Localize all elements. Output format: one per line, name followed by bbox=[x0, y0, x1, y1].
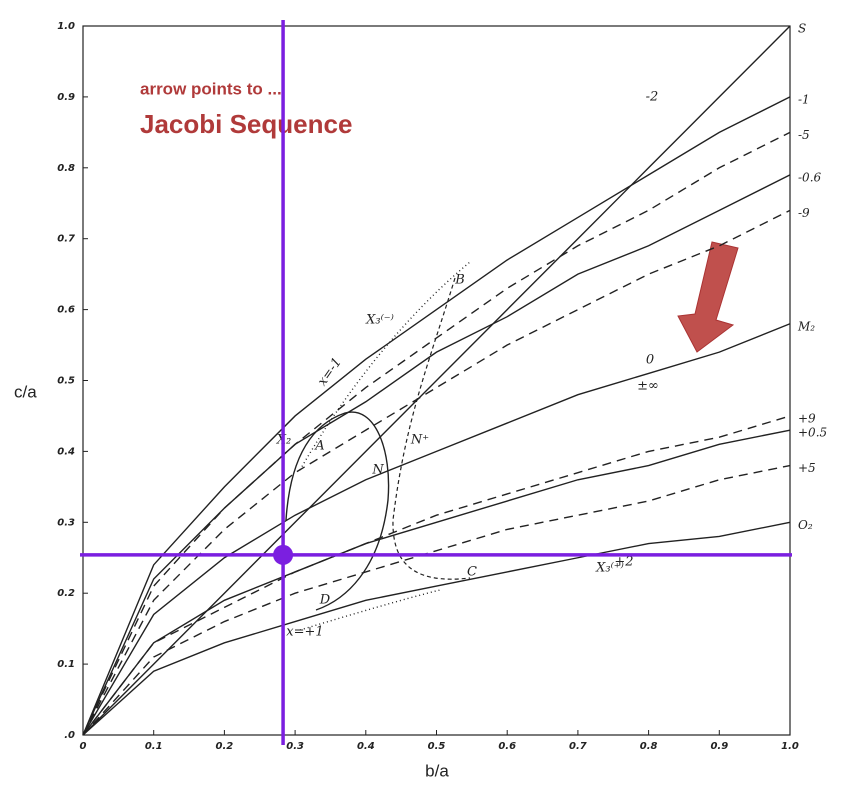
point-label: x=+1 bbox=[286, 625, 323, 640]
curve bbox=[82, 429, 791, 736]
x-tick-label: 0.7 bbox=[569, 741, 587, 752]
x-tick-label: 0.2 bbox=[216, 741, 234, 752]
curve bbox=[82, 25, 791, 736]
y-tick-label: 1.0 bbox=[57, 21, 75, 32]
point-label: B bbox=[454, 273, 465, 288]
dashed-curve bbox=[392, 277, 471, 580]
pointer-arrow bbox=[677, 241, 739, 353]
series-label: -9 bbox=[798, 206, 810, 220]
y-tick-label: .0 bbox=[64, 730, 75, 741]
y-tick-label: 0.5 bbox=[57, 376, 75, 387]
series-label: +0.5 bbox=[798, 426, 827, 440]
x-tick-label: 0.3 bbox=[286, 741, 304, 752]
x-tick-label: 0.8 bbox=[640, 741, 658, 752]
curve bbox=[82, 174, 791, 736]
point-label: 0 bbox=[646, 353, 654, 368]
y-tick-label: 0.9 bbox=[57, 92, 75, 103]
curve bbox=[82, 415, 791, 736]
series-label: +9 bbox=[798, 411, 816, 425]
annotation: Jacobi Sequence bbox=[140, 109, 352, 139]
point-label: A bbox=[314, 439, 324, 454]
y-tick-label: 0.8 bbox=[57, 163, 75, 174]
point-label: X₃⁽⁺⁾ bbox=[595, 561, 624, 576]
series-label: -1 bbox=[798, 92, 810, 106]
point-label: ±∞ bbox=[637, 379, 659, 394]
x-tick-label: 0.5 bbox=[428, 741, 446, 752]
series-label: S bbox=[798, 22, 806, 36]
point-label: -2 bbox=[646, 90, 659, 105]
curve bbox=[82, 96, 791, 736]
y-tick-label: 0.4 bbox=[57, 446, 75, 457]
y-tick-label: 0.7 bbox=[57, 234, 75, 245]
point-label: x=-1 bbox=[315, 355, 345, 389]
curve bbox=[82, 209, 791, 736]
series-label: -5 bbox=[798, 128, 810, 142]
series-label: -0.6 bbox=[798, 170, 822, 184]
annotation: arrow points to ... bbox=[140, 79, 282, 98]
curve bbox=[82, 521, 791, 736]
crosshair-point bbox=[273, 544, 294, 565]
x-tick-label: 0 bbox=[80, 741, 87, 752]
series-label: M₂ bbox=[797, 319, 815, 333]
y-tick-label: 0.3 bbox=[57, 517, 75, 528]
curve bbox=[82, 323, 791, 736]
curve bbox=[82, 131, 791, 736]
series-label: O₂ bbox=[798, 518, 813, 532]
curve bbox=[82, 464, 791, 736]
x-tick-label: 0.9 bbox=[710, 741, 728, 752]
y-axis-label: c/a bbox=[14, 382, 37, 401]
x-axis-label: b/a bbox=[425, 761, 449, 780]
y-tick-label: 0.6 bbox=[57, 305, 75, 316]
point-label: C bbox=[467, 565, 477, 580]
y-tick-label: 0.2 bbox=[57, 588, 75, 599]
x-tick-label: 0.4 bbox=[357, 741, 375, 752]
point-label: N⁺ bbox=[410, 433, 429, 448]
point-label: D bbox=[319, 593, 331, 608]
loop-curve bbox=[285, 411, 390, 611]
x-tick-label: 0.6 bbox=[498, 741, 516, 752]
series-label: +5 bbox=[798, 461, 816, 475]
x-tick-label: 0.1 bbox=[145, 741, 163, 752]
x-tick-label: 1.0 bbox=[781, 741, 799, 752]
point-label: X₃⁽⁻⁾ bbox=[365, 313, 394, 328]
point-label: N bbox=[371, 463, 384, 478]
point-label: +2 bbox=[614, 555, 633, 570]
y-tick-label: 0.1 bbox=[57, 659, 75, 670]
dotted-curve bbox=[299, 589, 441, 631]
